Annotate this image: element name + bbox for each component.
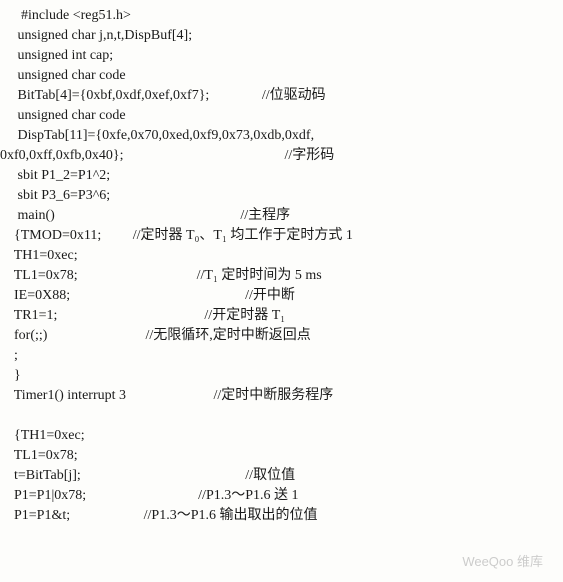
code-line: TL1=0x78; //T₁ 定时时间为 5 ms xyxy=(0,266,563,286)
code-line: Timer1() interrupt 3 //定时中断服务程序 xyxy=(0,386,563,406)
code-text: {TMOD=0x11; xyxy=(0,226,101,246)
code-text: unsigned int cap; xyxy=(0,46,113,66)
code-text: TL1=0x78; xyxy=(0,266,78,286)
code-text: 0xf0,0xff,0xfb,0x40}; xyxy=(0,146,124,166)
code-text: main() xyxy=(0,206,55,226)
code-line: t=BitTab[j]; //取位值 xyxy=(0,466,563,486)
code-text: sbit P1_2=P1^2; xyxy=(0,166,110,186)
code-line: main() //主程序 xyxy=(0,206,563,226)
code-text: P1=P1|0x78; xyxy=(0,486,86,506)
code-comment: //P1.3～P1.6 送 1 xyxy=(86,486,298,506)
code-text: sbit P3_6=P3^6; xyxy=(0,186,110,206)
code-text: IE=0X88; xyxy=(0,286,70,306)
code-text: DispTab[11]={0xfe,0x70,0xed,0xf9,0x73,0x… xyxy=(0,126,314,146)
code-text: unsigned char code xyxy=(0,66,126,86)
code-text: Timer1() interrupt 3 xyxy=(0,386,126,406)
code-comment: //定时中断服务程序 xyxy=(126,386,333,406)
code-line: TR1=1; //开定时器 T₁ xyxy=(0,306,563,326)
code-comment: //P1.3～P1.6 输出取出的位值 xyxy=(70,506,317,526)
code-text: BitTab[4]={0xbf,0xdf,0xef,0xf7}; xyxy=(0,86,209,106)
code-line: unsigned char code xyxy=(0,66,563,86)
code-comment: //无限循环,定时中断返回点 xyxy=(47,326,310,346)
code-line: unsigned int cap; xyxy=(0,46,563,66)
code-line: TH1=0xec; xyxy=(0,246,563,266)
code-line: TL1=0x78; xyxy=(0,446,563,466)
code-text: {TH1=0xec; xyxy=(0,426,85,446)
code-text: TR1=1; xyxy=(0,306,57,326)
code-text: ; xyxy=(0,346,18,366)
code-line: sbit P1_2=P1^2; xyxy=(0,166,563,186)
code-comment: //位驱动码 xyxy=(209,86,325,106)
code-comment: //主程序 xyxy=(55,206,290,226)
code-line: } xyxy=(0,366,563,386)
code-comment: //字形码 xyxy=(124,146,335,166)
code-line xyxy=(0,406,563,426)
code-line: P1=P1|0x78; //P1.3～P1.6 送 1 xyxy=(0,486,563,506)
code-text: TH1=0xec; xyxy=(0,246,78,266)
code-line: #include <reg51.h> xyxy=(0,6,563,26)
code-line: {TH1=0xec; xyxy=(0,426,563,446)
code-comment: //定时器 T₀、T₁ 均工作于定时方式 1 xyxy=(101,226,353,246)
code-comment: //开定时器 T₁ xyxy=(57,306,285,326)
code-text: for(;;) xyxy=(0,326,47,346)
code-text: P1=P1&t; xyxy=(0,506,70,526)
code-line: unsigned char code xyxy=(0,106,563,126)
watermark-text: WeeQoo 维库 xyxy=(462,551,543,570)
code-text: } xyxy=(0,366,21,386)
code-line: DispTab[11]={0xfe,0x70,0xed,0xf9,0x73,0x… xyxy=(0,126,563,146)
code-line: ; xyxy=(0,346,563,366)
code-line: for(;;) //无限循环,定时中断返回点 xyxy=(0,326,563,346)
code-listing: #include <reg51.h> unsigned char j,n,t,D… xyxy=(0,0,563,526)
code-comment: //T₁ 定时时间为 5 ms xyxy=(78,266,322,286)
code-comment: //取位值 xyxy=(81,466,295,486)
code-line: IE=0X88; //开中断 xyxy=(0,286,563,306)
code-comment: //开中断 xyxy=(70,286,295,306)
code-line: unsigned char j,n,t,DispBuf[4]; xyxy=(0,26,563,46)
code-line: sbit P3_6=P3^6; xyxy=(0,186,563,206)
code-text: #include <reg51.h> xyxy=(0,6,131,26)
code-text: unsigned char j,n,t,DispBuf[4]; xyxy=(0,26,192,46)
code-text: t=BitTab[j]; xyxy=(0,466,81,486)
code-line: BitTab[4]={0xbf,0xdf,0xef,0xf7}; //位驱动码 xyxy=(0,86,563,106)
code-text: unsigned char code xyxy=(0,106,126,126)
code-text: TL1=0x78; xyxy=(0,446,78,466)
code-line: P1=P1&t; //P1.3～P1.6 输出取出的位值 xyxy=(0,506,563,526)
code-line: 0xf0,0xff,0xfb,0x40}; //字形码 xyxy=(0,146,563,166)
code-line: {TMOD=0x11; //定时器 T₀、T₁ 均工作于定时方式 1 xyxy=(0,226,563,246)
